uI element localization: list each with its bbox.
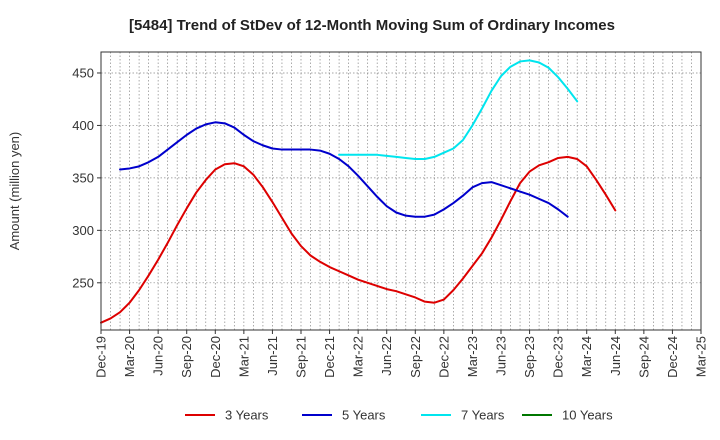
y-axis-ticks: 250 300 350 400 450	[72, 65, 101, 290]
x-tick-label: Jun-20	[151, 336, 166, 376]
x-tick-label: Dec-20	[208, 336, 223, 378]
legend-label-10-years: 10 Years	[562, 408, 613, 423]
x-tick-label: Mar-25	[694, 336, 709, 377]
x-tick-label: Mar-24	[579, 336, 594, 377]
y-tick-label: 250	[72, 275, 94, 290]
x-tick-label: Dec-19	[94, 336, 109, 378]
x-tick-label: Mar-21	[236, 336, 251, 377]
x-axis-ticks: Dec-19 Mar-20 Jun-20 Sep-20 Dec-20 Mar-21 Jun-…	[94, 330, 709, 378]
series-lines	[100, 59, 617, 324]
y-tick-label: 350	[72, 170, 94, 185]
y-tick-label: 450	[72, 65, 94, 80]
x-tick-label: Mar-22	[351, 336, 366, 377]
series-line-5-years	[119, 121, 569, 218]
x-tick-label: Sep-24	[636, 336, 651, 378]
series-line-7-years	[338, 59, 579, 160]
x-tick-label: Mar-23	[465, 336, 480, 377]
x-tick-label: Dec-22	[436, 336, 451, 378]
legend: 3 Years 5 Years 7 Years 10 Years	[185, 408, 613, 423]
x-tick-label: Jun-22	[379, 336, 394, 376]
legend-label-3-years: 3 Years	[225, 408, 269, 423]
grid-lines	[101, 52, 701, 330]
x-tick-label: Dec-21	[322, 336, 337, 378]
legend-label-5-years: 5 Years	[342, 408, 386, 423]
y-tick-label: 400	[72, 118, 94, 133]
x-tick-label: Sep-21	[294, 336, 309, 378]
y-tick-label: 300	[72, 223, 94, 238]
x-tick-label: Dec-23	[551, 336, 566, 378]
x-tick-label: Mar-20	[122, 336, 137, 377]
plot-background	[101, 52, 701, 330]
x-tick-label: Sep-22	[408, 336, 423, 378]
x-tick-label: Jun-24	[608, 336, 623, 376]
legend-label-7-years: 7 Years	[461, 408, 505, 423]
x-tick-label: Sep-23	[522, 336, 537, 378]
x-tick-label: Jun-23	[494, 336, 509, 376]
series-line-3-years	[100, 155, 617, 324]
x-tick-label: Sep-20	[179, 336, 194, 378]
plot-frame	[100, 51, 702, 331]
y-axis-label: Amount (million yen)	[7, 132, 22, 251]
x-tick-label: Dec-24	[665, 336, 680, 378]
x-tick-label: Jun-21	[265, 336, 280, 376]
chart-title: [5484] Trend of StDev of 12-Month Moving…	[129, 17, 615, 34]
